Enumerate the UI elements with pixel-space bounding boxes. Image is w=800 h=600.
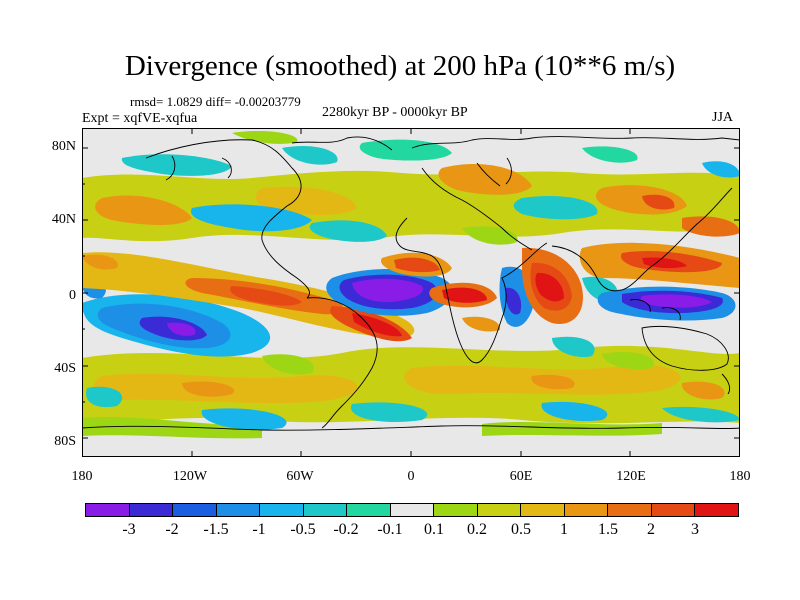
divergence-field — [82, 131, 740, 439]
colorbar-label: -1 — [252, 521, 266, 538]
experiment-label: Expt = xqfVE-xqfua — [82, 111, 198, 126]
colorbar-label: -0.5 — [290, 521, 316, 538]
colorbar-label: -2 — [165, 521, 179, 538]
colorbar-swatch — [695, 504, 738, 516]
colorbar-swatch — [651, 504, 696, 516]
colorbar-swatch — [86, 504, 130, 516]
colorbar-label: -1.5 — [203, 521, 229, 538]
colorbar-swatch — [347, 504, 391, 516]
lon-label-180w: 180 — [71, 469, 93, 484]
lat-label-80n: 80N — [51, 139, 76, 154]
colorbar — [85, 503, 739, 517]
colorbar-label: 0.1 — [424, 521, 444, 538]
stats-text: rmsd= 1.0829 diff= -0.00203779 — [130, 94, 301, 109]
period-label: 2280kyr BP - 0000kyr BP — [322, 105, 468, 120]
lon-label-60e: 60E — [509, 469, 533, 484]
colorbar-label: -0.2 — [333, 521, 359, 538]
colorbar-swatch — [129, 504, 174, 516]
colorbar-swatch — [434, 504, 478, 516]
lat-label-eq: 0 — [69, 288, 76, 303]
coastlines — [82, 136, 740, 431]
colorbar-label: 2 — [647, 521, 655, 538]
colorbar-label: 1 — [560, 521, 568, 538]
lon-label-120e: 120E — [616, 469, 646, 484]
colorbar-swatch — [216, 504, 261, 516]
colorbar-swatch — [390, 504, 435, 516]
colorbar-label: -0.1 — [377, 521, 403, 538]
lon-label-60w: 60W — [286, 469, 314, 484]
lat-label-40n: 40N — [51, 212, 76, 227]
map-border — [82, 128, 740, 457]
map-panel — [82, 128, 740, 457]
colorbar-swatch — [303, 504, 348, 516]
colorbar-swatch — [260, 504, 304, 516]
colorbar-label: 0.5 — [511, 521, 531, 538]
colorbar-swatch — [477, 504, 522, 516]
plot-title: Divergence (smoothed) at 200 hPa (10**6 … — [124, 50, 676, 82]
colorbar-swatch — [564, 504, 609, 516]
lon-label-120w: 120W — [172, 469, 208, 484]
season-label: JJA — [712, 110, 734, 125]
colorbar-label: 1.5 — [598, 521, 618, 538]
lat-label-80s: 80S — [54, 434, 76, 449]
lon-label-180e: 180 — [729, 469, 751, 484]
colorbar-swatch — [521, 504, 565, 516]
lon-label-0: 0 — [407, 469, 415, 484]
colorbar-swatch — [608, 504, 652, 516]
colorbar-label: -3 — [122, 521, 136, 538]
lat-label-40s: 40S — [54, 361, 76, 376]
colorbar-label: 0.2 — [467, 521, 487, 538]
colorbar-label: 3 — [691, 521, 699, 538]
colorbar-swatch — [173, 504, 217, 516]
